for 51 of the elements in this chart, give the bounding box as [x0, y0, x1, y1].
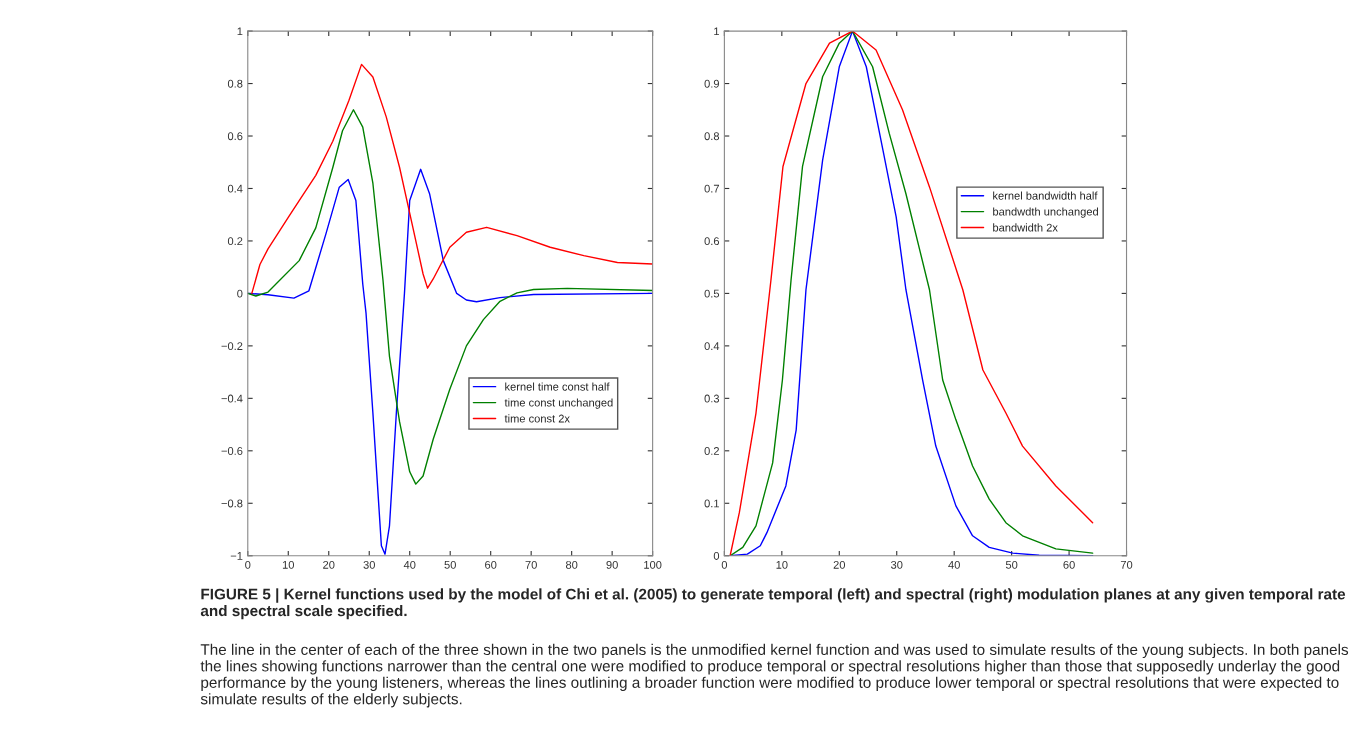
- y-tick-label: −1: [230, 552, 243, 560]
- legend-label: kernel bandwidth half: [993, 191, 1098, 200]
- y-tick-label: 0.9: [704, 79, 719, 88]
- y-tick-label: 0: [713, 552, 720, 560]
- x-tick-label: 10: [282, 560, 295, 569]
- x-tick-label: 50: [1005, 560, 1018, 569]
- x-tick-label: 90: [606, 560, 618, 569]
- legend-label: bandwdth unchanged: [993, 207, 1098, 218]
- y-tick-label: 0.1: [704, 499, 719, 508]
- x-tick-label: 60: [485, 560, 497, 569]
- legend-label: time const 2x: [504, 414, 570, 423]
- x-tick-label: 10: [776, 560, 788, 569]
- x-tick-label: 0: [245, 560, 251, 569]
- x-tick-label: 60: [1063, 560, 1075, 569]
- legend-label: time const unchanged: [504, 398, 613, 409]
- x-tick-label: 30: [363, 560, 375, 569]
- line-series: [251, 63, 653, 295]
- legend-label: kernel time const half: [505, 382, 610, 391]
- y-tick-label: 0.4: [704, 342, 720, 351]
- legend-label: bandwidth 2x: [993, 223, 1058, 232]
- y-tick-label: 1: [237, 27, 243, 36]
- x-tick-label: 100: [644, 560, 662, 569]
- x-tick-label: 0: [721, 560, 728, 569]
- y-tick-label: 0.6: [704, 237, 720, 246]
- y-tick-label: 0.6: [227, 132, 243, 141]
- x-tick-label: 40: [948, 560, 960, 569]
- x-tick-label: 30: [890, 560, 903, 569]
- caption: FIGURE 5 | Kernel functions used by the model of Chi et al. (2005) to generate temporal (left) and spectral (right) modulation planes at any given temporal rate and spectral scale specified.: [200, 588, 1346, 620]
- y-tick-label: −0.8: [221, 499, 243, 508]
- y-tick-label: −0.6: [221, 447, 243, 455]
- y-tick-label: 0.3: [704, 394, 720, 403]
- y-tick-label: 0.8: [704, 132, 720, 141]
- y-tick-label: 0.5: [704, 289, 720, 298]
- x-tick-label: 80: [565, 560, 578, 569]
- x-tick-label: 20: [323, 560, 335, 569]
- y-tick-label: −0.4: [221, 394, 243, 403]
- y-tick-label: 1: [714, 27, 719, 36]
- y-tick-label: 0.8: [227, 79, 243, 88]
- y-tick-label: 0.2: [227, 237, 243, 246]
- y-tick-label: 0.4: [227, 184, 243, 193]
- x-tick-label: 40: [403, 560, 416, 569]
- line-series: [247, 109, 653, 485]
- y-tick-label: −0.2: [221, 342, 243, 351]
- y-tick-label: 0.2: [704, 447, 719, 455]
- x-tick-label: 70: [525, 560, 537, 569]
- text: The line in the center of each of the three shown in the two panels is the unmodified kernel function and was used to simulate results of the young subjects. In both panels the lines showing functions narrower than the central one were modified to produce temporal or spectral resolutions higher than those that supposedly underlay the good performance by the young listeners, whereas the lines outlining a broader function were modified to produce lower temporal or spectral resolutions that were expected to simulate results of the elderly subjects.: [200, 643, 1349, 708]
- x-tick-label: 50: [444, 560, 456, 569]
- x-tick-label: 20: [833, 560, 846, 569]
- y-tick-label: 0: [237, 289, 243, 298]
- y-tick-label: 0.7: [704, 184, 719, 193]
- x-tick-label: 70: [1120, 560, 1133, 569]
